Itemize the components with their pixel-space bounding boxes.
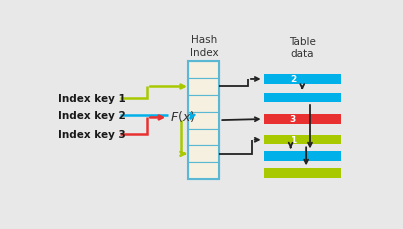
Bar xyxy=(188,163,219,179)
Bar xyxy=(264,93,341,103)
Bar xyxy=(264,169,341,178)
Bar xyxy=(264,75,341,84)
Text: 3: 3 xyxy=(290,115,296,124)
Text: $F(x)$: $F(x)$ xyxy=(170,108,196,123)
Text: 2: 2 xyxy=(290,75,296,84)
Bar xyxy=(188,62,219,179)
Bar xyxy=(264,115,341,124)
Bar xyxy=(264,152,341,161)
Text: Index key 3: Index key 3 xyxy=(58,130,126,140)
Bar xyxy=(188,129,219,146)
Bar xyxy=(188,146,219,163)
Bar xyxy=(188,112,219,129)
Bar xyxy=(188,95,219,112)
Text: Table
data: Table data xyxy=(289,37,316,59)
Bar xyxy=(188,79,219,95)
Text: 1: 1 xyxy=(290,136,296,145)
Text: Index key 1: Index key 1 xyxy=(58,94,126,104)
Bar xyxy=(264,136,341,145)
Text: Index key 2: Index key 2 xyxy=(58,111,126,121)
Bar xyxy=(188,62,219,79)
Text: Hash
Index: Hash Index xyxy=(189,35,218,57)
